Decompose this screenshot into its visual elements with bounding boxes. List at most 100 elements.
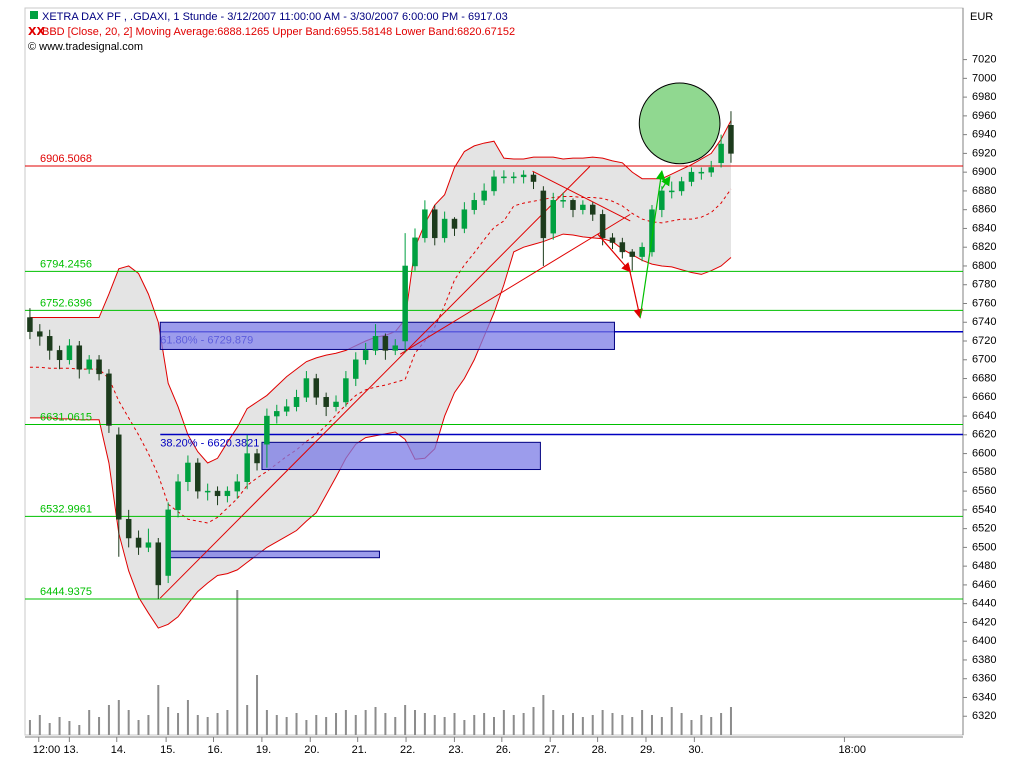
candle-body	[668, 190, 675, 193]
candle-body	[471, 200, 478, 210]
x-tick-label: 16.	[208, 744, 223, 756]
x-tick-label: 29.	[640, 744, 655, 756]
volume-bar	[275, 715, 278, 735]
candle-body	[422, 209, 428, 239]
y-tick-label: 6440	[972, 598, 996, 610]
candle-body	[214, 490, 221, 497]
y-tick-label: 6840	[972, 222, 996, 234]
band-area	[29, 120, 731, 629]
candle-body	[402, 265, 408, 342]
zone-box	[165, 550, 380, 559]
volume-bar	[48, 723, 51, 735]
y-tick-label: 6900	[972, 166, 996, 178]
fib-label: 38.20% - 6620.3821	[160, 437, 259, 449]
volume-bar	[177, 713, 180, 735]
candle-body	[441, 218, 448, 239]
y-tick-label: 6480	[972, 560, 996, 572]
candle-body	[481, 190, 487, 201]
volume-bar	[325, 717, 328, 735]
x-tick-label: 30.	[688, 744, 703, 756]
volume-bar	[206, 717, 209, 735]
volume-bar	[433, 715, 436, 735]
x-tick-label: 26.	[496, 744, 511, 756]
y-tick-label: 6700	[972, 354, 996, 366]
y-tick-label: 6540	[972, 504, 996, 516]
trend-line	[532, 170, 631, 222]
volume-bar	[473, 715, 476, 735]
candle-body	[224, 490, 231, 497]
volume-bar	[650, 715, 653, 735]
candle-body	[283, 406, 290, 412]
volume-bar	[700, 715, 703, 735]
candle-body	[659, 190, 665, 210]
y-tick-label: 6800	[972, 260, 996, 272]
candle-body	[530, 174, 537, 182]
candle-body	[510, 176, 517, 179]
candle-body	[599, 214, 606, 239]
candle-body	[313, 378, 320, 398]
candle-body	[175, 481, 181, 511]
trend-line	[399, 213, 631, 355]
candle-body	[27, 317, 33, 332]
volume-bar	[157, 685, 160, 735]
candle-body	[362, 350, 369, 361]
y-tick-label: 6920	[972, 147, 996, 159]
volume-bar	[167, 707, 170, 735]
y-tick-label: 6560	[972, 485, 996, 497]
arrow	[597, 233, 632, 273]
y-tick-label: 6820	[972, 241, 996, 253]
volume-bar	[127, 710, 130, 735]
candle-body	[392, 345, 399, 351]
volume-bar	[88, 710, 91, 735]
volume-bar	[78, 725, 81, 735]
volume-bar	[670, 707, 673, 735]
series-icon	[30, 11, 38, 19]
candle-body	[116, 434, 122, 520]
volume-bar	[660, 717, 663, 735]
volume-bar	[98, 717, 101, 735]
y-tick-label: 6460	[972, 579, 996, 591]
candle-body	[333, 401, 339, 407]
arrow	[639, 170, 666, 318]
x-tick-label: 21.	[352, 744, 367, 756]
y-tick-label: 6860	[972, 204, 996, 216]
x-tick-label: 14.	[111, 744, 126, 756]
volume-bar	[226, 710, 229, 735]
volume-bar	[493, 717, 495, 735]
volume-bar	[581, 717, 584, 735]
candle-body	[343, 378, 349, 403]
candle-body	[303, 378, 310, 398]
y-tick-label: 6580	[972, 466, 996, 478]
candle-body	[353, 359, 359, 379]
source: © www.tradesignal.com	[28, 41, 143, 53]
level-label: 6444.9375	[40, 586, 92, 598]
indicator-icon: ⅩⅩ	[28, 26, 45, 38]
volume-bar	[68, 721, 71, 735]
x-tick-label: 13.	[63, 744, 78, 756]
x-tick-label: 19.	[256, 744, 271, 756]
candle-body	[254, 453, 260, 464]
level-label: 6532.9961	[40, 503, 92, 515]
candle-body	[570, 200, 576, 210]
candle-body	[560, 200, 566, 202]
candle-body	[619, 242, 626, 253]
volume-bar	[344, 710, 347, 735]
candle-body	[580, 204, 586, 210]
volume-bar	[552, 710, 555, 735]
y-tick-label: 6660	[972, 391, 996, 403]
x-tick-label: 20.	[304, 744, 319, 756]
y-tick-label: 6980	[972, 91, 996, 103]
y-tick-label: 6600	[972, 447, 996, 459]
candle-body	[125, 518, 132, 539]
y-tick-label: 6880	[972, 185, 996, 197]
volume-bar	[611, 713, 614, 735]
y-tick-label: 6620	[972, 429, 996, 441]
volume-bar	[601, 710, 604, 735]
volume-bar	[236, 590, 239, 735]
volume-bar	[532, 707, 535, 735]
volume-bar	[394, 717, 397, 735]
y-tick-label: 6940	[972, 129, 996, 141]
candle-body	[195, 462, 201, 492]
